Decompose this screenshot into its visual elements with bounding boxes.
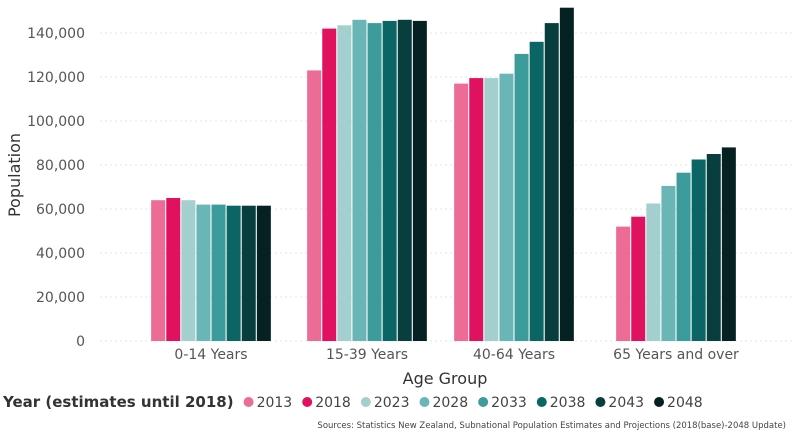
bar [529,41,544,342]
x-tick-label: 0-14 Years [174,347,247,363]
bar [412,20,427,342]
bar [469,78,484,341]
bar [616,226,631,341]
bar [706,154,721,341]
x-tick-label: 40-64 Years [473,347,555,363]
x-tick-label: 65 Years and over [613,347,739,363]
y-tick-label: 20,000 [36,290,85,306]
y-tick-label: 120,000 [27,70,85,86]
y-tick-label: 140,000 [27,26,85,42]
legend-label: 2048 [667,395,703,411]
bar [484,78,499,341]
legend-marker [595,397,606,407]
source-note: Sources: Statistics New Zealand, Subnati… [317,421,786,431]
legend-label: 2023 [374,395,410,411]
bar [721,147,736,341]
bar [241,205,256,341]
bar [646,203,661,341]
x-tick-label: 15-39 Years [326,347,408,363]
bar [352,19,367,342]
y-tick-label: 80,000 [36,158,85,174]
legend-label: 2013 [257,395,293,411]
y-tick-label: 60,000 [36,202,85,218]
bar [397,19,412,342]
bar [367,23,382,341]
legend-label: 2033 [491,395,527,411]
legend-label: 2038 [550,395,586,411]
legend-marker [478,397,489,407]
bar [256,205,271,341]
legend: Year (estimates until 2018) 2013 2018 2023… [2,393,703,411]
bar [322,28,337,341]
legend-label: 2043 [608,395,644,411]
legend-marker [654,397,665,407]
bar [382,20,397,342]
bar [631,216,646,341]
bar [151,200,166,341]
y-tick-label: 0 [76,334,85,350]
bar [226,205,241,341]
bar [166,198,181,341]
y-axis-title: Population [5,133,24,217]
legend-marker [243,397,254,407]
bar [676,172,691,341]
legend-marker [302,397,313,407]
legend-label: 2018 [315,395,351,411]
bar [181,200,196,341]
y-axis-ticks: 0 20,000 40,000 60,000 80,000 100,000 120,000 1… [27,26,85,350]
bar [196,204,211,341]
legend-label: 2028 [432,395,468,411]
bar [211,204,226,341]
bar [661,185,676,341]
legend-title: Year (estimates until 2018) [2,393,234,411]
bar [691,159,706,341]
bar [499,73,514,341]
bar [514,53,529,342]
y-tick-label: 100,000 [27,114,85,130]
legend-marker [536,397,547,407]
legend-marker [360,397,371,407]
bar [559,7,574,341]
bars [151,7,736,342]
legend-marker [419,397,430,407]
y-tick-label: 40,000 [36,246,85,262]
x-axis-title: Age Group [403,369,488,388]
bar [544,23,559,341]
bar [454,83,469,341]
bar [337,25,352,342]
x-axis-ticks: 0-14 Years 15-39 Years 40-64 Years 65 Years… [174,347,739,363]
bar [307,70,322,342]
